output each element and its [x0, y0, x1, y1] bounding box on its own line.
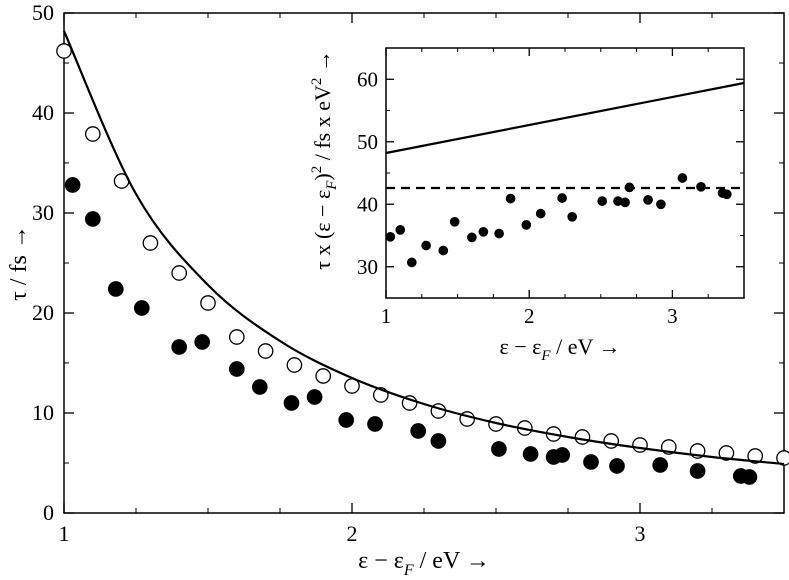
inset-filled-point: [449, 216, 460, 227]
main-open-point: [718, 445, 735, 461]
inset-y-tick-label: 50: [357, 130, 378, 154]
inset-filled-point: [656, 199, 666, 210]
inset-y-tick-label: 40: [357, 192, 378, 216]
main-open-point: [747, 448, 764, 464]
inset-y-tick-label: 60: [357, 67, 378, 91]
inset-filled-point: [421, 240, 431, 251]
inset-filled-point: [567, 211, 578, 222]
main-open-point: [56, 43, 72, 59]
inset-y-axis-title: τ x (ε − εF)2 / fs x eV2 →: [309, 50, 340, 270]
inset-filled-point: [467, 232, 477, 243]
inset-solid-line: [385, 81, 745, 155]
main-open-point: [142, 235, 159, 251]
main-open-point: [776, 450, 789, 466]
inset-filled-point: [505, 193, 516, 204]
main-filled-point: [410, 423, 427, 439]
inset-filled-point: [478, 226, 489, 237]
inset-filled-point: [438, 245, 449, 256]
main-filled-point: [64, 177, 81, 193]
main-filled-point: [84, 211, 101, 227]
main-filled-point: [554, 447, 571, 463]
inset-filled-point: [721, 189, 732, 200]
main-filled-point: [583, 454, 599, 470]
inset-filled-point: [643, 195, 653, 205]
main-fit-curve: [62, 30, 785, 466]
main-filled-point: [652, 457, 669, 473]
main-filled-point: [430, 433, 447, 449]
main-y-tick-label: 50: [32, 0, 54, 25]
inset-plot-frame: [385, 47, 745, 299]
main-filled-point: [228, 361, 245, 377]
inset-y-tick-label: 30: [357, 255, 378, 279]
main-filled-point: [251, 379, 268, 395]
inset-plot-layer: 1 2 3 30 40 50 60: [357, 48, 745, 328]
inset-x-tick-label: 1: [381, 304, 392, 328]
main-open-point: [84, 126, 101, 142]
main-filled-point: [306, 389, 323, 405]
main-open-point: [574, 429, 591, 445]
inset-x-tick-label: 2: [524, 304, 535, 328]
inset-x-axis-title: ε − εF / eV →: [500, 334, 621, 364]
main-x-tick-label: 2: [347, 521, 358, 546]
main-filled-point: [609, 458, 625, 474]
main-open-point: [401, 395, 418, 411]
inset-filled-point: [677, 173, 688, 183]
main-filled-point: [171, 339, 188, 355]
main-open-point: [603, 433, 620, 449]
main-x-tick-label: 3: [635, 521, 646, 546]
inset-filled-point: [535, 208, 546, 219]
main-filled-point: [194, 334, 211, 350]
inset-filled-point: [557, 193, 567, 203]
inset-filled-point: [620, 197, 630, 208]
inset-filled-point: [406, 257, 417, 268]
main-open-point: [171, 265, 188, 281]
main-y-tick-label: 20: [32, 300, 54, 325]
main-open-point: [200, 295, 216, 311]
main-y-tick-label: 40: [32, 100, 54, 125]
main-x-axis-title: ε − εF / eV →: [358, 548, 490, 579]
main-open-point: [315, 368, 332, 384]
main-filled-point: [133, 300, 150, 316]
inset-filled-point: [385, 231, 396, 242]
main-filled-point: [491, 441, 507, 457]
inset-x-tick-label: 3: [667, 304, 678, 328]
main-open-point: [257, 343, 274, 359]
main-x-tick-label: 1: [59, 521, 70, 546]
main-filled-point: [741, 469, 758, 485]
main-y-tick-label: 0: [43, 500, 54, 525]
main-open-point: [632, 437, 648, 453]
main-filled-point: [283, 395, 300, 411]
main-y-axis-title: τ / fs →: [6, 225, 32, 301]
main-filled-point: [367, 416, 383, 432]
main-filled-point: [338, 412, 355, 428]
main-x-axis-title-subscript: F: [403, 562, 414, 579]
main-open-point: [228, 329, 245, 345]
main-filled-point: [522, 446, 539, 462]
inset-filled-point: [696, 181, 706, 192]
main-open-point: [286, 357, 303, 373]
inset-filled-point: [494, 228, 504, 239]
main-filled-point: [107, 281, 124, 297]
inset-filled-point: [597, 196, 608, 206]
main-y-tick-label: 10: [32, 400, 54, 425]
inset-filled-point: [521, 220, 532, 230]
inset-filled-point: [395, 225, 406, 235]
main-y-tick-label: 30: [32, 200, 54, 225]
main-filled-point: [689, 463, 706, 479]
